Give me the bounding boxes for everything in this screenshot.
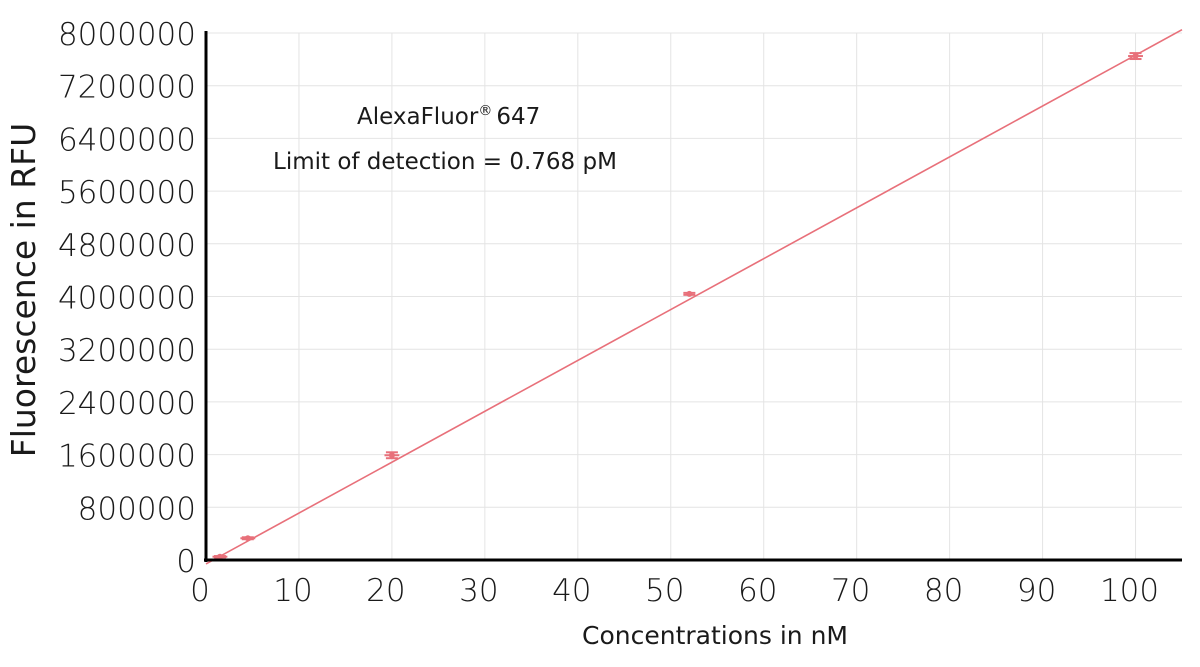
x-tick-label-1: 10 [273, 573, 312, 609]
x-tick-label-3: 30 [459, 573, 498, 609]
x-tick-label-5: 50 [645, 573, 684, 609]
point-marker-0 [216, 553, 223, 560]
x-tick-label-4: 40 [552, 573, 591, 609]
x-tick-label-10: 100 [1100, 573, 1159, 609]
y-tick-label-0: 0 [176, 544, 196, 580]
x-tick-label-7: 70 [831, 573, 870, 609]
x-tick-label-0: 0 [190, 573, 210, 609]
x-axis-title: Concentrations in nM [582, 621, 848, 650]
point-marker-4 [1132, 53, 1139, 60]
x-tick-label-6: 60 [738, 573, 777, 609]
data-point-2 [384, 451, 400, 460]
y-tick-label-6: 4800000 [58, 228, 196, 264]
y-tick-label-5: 4000000 [58, 281, 196, 317]
point-marker-3 [686, 290, 693, 297]
data-point-0 [212, 553, 228, 560]
point-marker-2 [388, 452, 395, 459]
x-tick-label-8: 80 [924, 573, 963, 609]
dye-number: 647 [496, 104, 540, 130]
data-point-1 [240, 535, 256, 542]
annotation: AlexaFluor® 647 Limit of detection = 0.76… [273, 103, 617, 175]
lod-annotation: Limit of detection = 0.768 pM [273, 149, 617, 175]
axes [204, 31, 1182, 562]
x-tick-label-2: 20 [366, 573, 405, 609]
dye-name: AlexaFluor [357, 104, 479, 130]
dye-mark: ® [478, 103, 492, 119]
y-tick-label-1: 800000 [78, 491, 196, 527]
point-marker-1 [244, 535, 251, 542]
y-tick-label-4: 3200000 [58, 333, 196, 369]
data-point-4 [1128, 52, 1143, 61]
y-tick-label-10: 8000000 [58, 17, 196, 53]
y-tick-labels: 0 800000 1600000 2400000 3200000 4000000 48000… [58, 17, 196, 580]
grid [206, 32, 1182, 560]
x-tick-label-9: 90 [1017, 573, 1056, 609]
fit-line [205, 29, 1183, 565]
y-tick-label-8: 6400000 [58, 122, 196, 158]
y-tick-label-2: 1600000 [58, 439, 196, 475]
dye-annotation: AlexaFluor® 647 [357, 103, 540, 130]
y-tick-label-3: 2400000 [58, 386, 196, 422]
y-axis-title: Fluorescence in RFU [4, 123, 43, 458]
y-tick-label-9: 7200000 [58, 70, 196, 106]
data-points [212, 52, 1143, 560]
y-tick-label-7: 5600000 [58, 175, 196, 211]
data-point-3 [683, 290, 696, 297]
x-tick-labels: 0 10 20 30 40 50 60 70 80 90 100 [190, 573, 1159, 609]
fit-line-group [205, 29, 1183, 565]
